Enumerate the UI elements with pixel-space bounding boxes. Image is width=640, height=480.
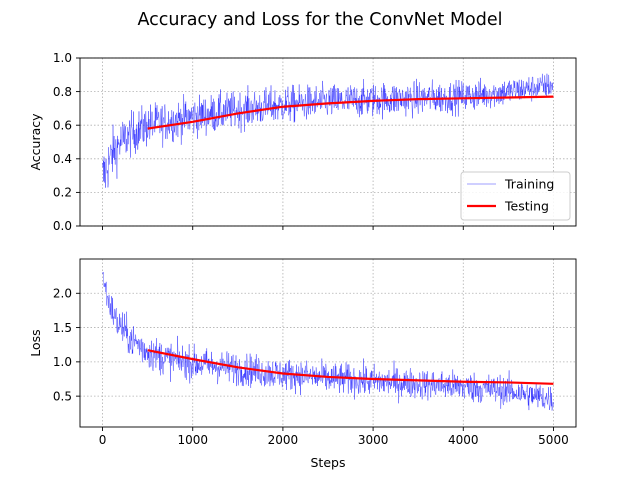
loss-xtick-label-2: 2000 — [268, 433, 299, 447]
loss-testing-line — [147, 349, 554, 385]
loss-ytick-label-0: 0.5 — [53, 389, 72, 403]
loss-xlabel: Steps — [311, 455, 346, 470]
accuracy-ytick-label-2: 0.4 — [53, 152, 72, 166]
legend-box — [460, 171, 571, 221]
accuracy-ytick-label-1: 0.2 — [53, 186, 72, 200]
legend-training-label: Training — [504, 177, 554, 192]
accuracy-ylabel: Accuracy — [28, 113, 43, 171]
loss-xtick-label-0: 0 — [99, 433, 107, 447]
loss-grid — [80, 259, 576, 427]
loss-axes-frame — [79, 258, 577, 428]
accuracy-ytick-label-0: 0.0 — [53, 219, 72, 233]
loss-ticks: 0 1000 2000 3000 4000 5000 0.5 1.0 1.5 2.0 — [53, 286, 569, 447]
legend-testing-label: Testing — [504, 199, 549, 214]
loss-xtick-label-1: 1000 — [177, 433, 208, 447]
accuracy-training-line — [102, 73, 554, 188]
legend: Training Testing — [460, 171, 571, 221]
loss-ylabel: Loss — [28, 329, 43, 356]
loss-ytick-label-2: 1.5 — [53, 321, 72, 335]
accuracy-ytick-label-4: 0.8 — [53, 85, 72, 99]
accuracy-ticks: 0.0 0.2 0.4 0.6 0.8 1.0 — [53, 51, 554, 233]
accuracy-series-group — [102, 73, 554, 188]
loss-ytick-label-3: 2.0 — [53, 286, 72, 300]
accuracy-axes-frame — [79, 57, 577, 227]
loss-training-line — [102, 272, 554, 411]
loss-series-group — [102, 272, 554, 411]
loss-xtick-label-4: 4000 — [448, 433, 479, 447]
loss-xtick-label-3: 3000 — [358, 433, 389, 447]
loss-panel: 0 1000 2000 3000 4000 5000 0.5 1.0 1.5 2.0 Loss S… — [28, 258, 577, 470]
figure-title: Accuracy and Loss for the ConvNet Model — [138, 10, 503, 30]
loss-ytick-label-1: 1.0 — [53, 355, 72, 369]
accuracy-panel: 0.0 0.2 0.4 0.6 0.8 1.0 Accuracy Training Tes… — [28, 51, 577, 233]
accuracy-ytick-label-3: 0.6 — [53, 118, 72, 132]
accuracy-testing-line — [147, 95, 554, 130]
accuracy-ytick-label-5: 1.0 — [53, 51, 72, 65]
loss-xtick-label-5: 5000 — [538, 433, 569, 447]
